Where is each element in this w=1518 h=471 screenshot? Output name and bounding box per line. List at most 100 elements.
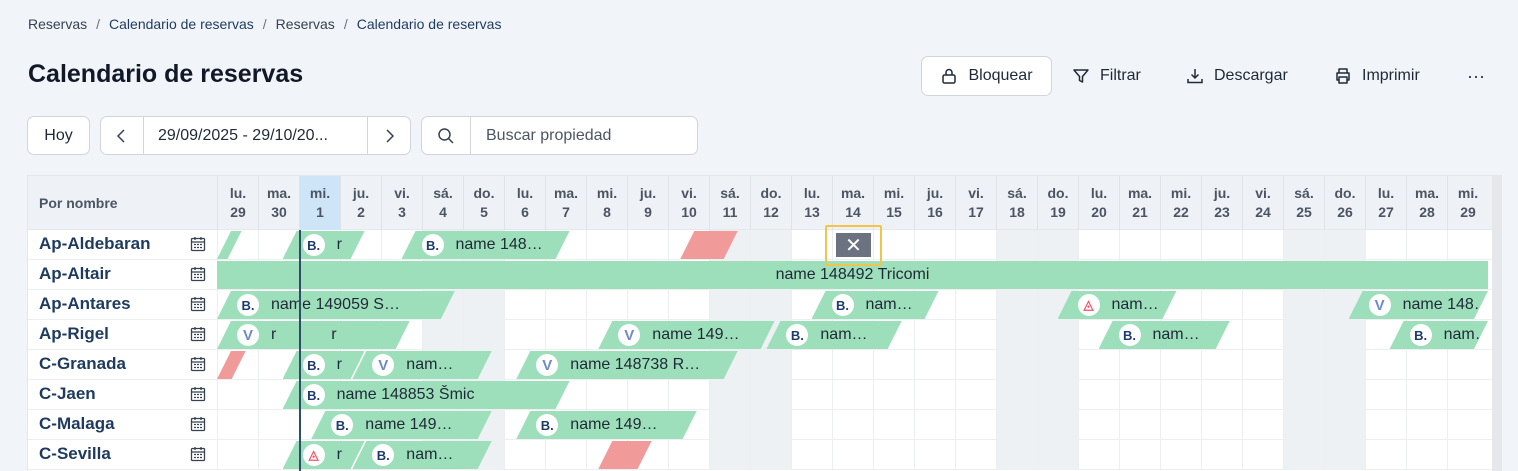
day-cell[interactable] bbox=[1365, 230, 1406, 260]
day-cell[interactable] bbox=[1242, 320, 1283, 350]
search-input[interactable] bbox=[471, 126, 671, 145]
day-cell[interactable] bbox=[1324, 350, 1365, 380]
day-cell[interactable] bbox=[504, 290, 545, 320]
calendar-icon[interactable] bbox=[190, 416, 206, 432]
day-cell[interactable] bbox=[1324, 230, 1365, 260]
day-cell[interactable] bbox=[1037, 350, 1078, 380]
breadcrumb-item[interactable]: Calendario de reservas bbox=[109, 16, 254, 32]
day-cell[interactable] bbox=[1119, 380, 1160, 410]
day-cell[interactable] bbox=[545, 440, 586, 470]
day-cell[interactable] bbox=[1242, 380, 1283, 410]
day-cell[interactable] bbox=[258, 440, 299, 470]
day-cell[interactable] bbox=[873, 410, 914, 440]
more-options-button[interactable]: ··· bbox=[1467, 65, 1485, 86]
day-cell[interactable] bbox=[1242, 290, 1283, 320]
day-cell[interactable] bbox=[1283, 380, 1324, 410]
calendar-icon[interactable] bbox=[190, 296, 206, 312]
day-cell[interactable] bbox=[463, 320, 504, 350]
day-cell[interactable] bbox=[955, 380, 996, 410]
day-cell[interactable] bbox=[217, 290, 258, 320]
day-cell[interactable] bbox=[955, 440, 996, 470]
day-cell[interactable] bbox=[504, 410, 545, 440]
day-cell[interactable] bbox=[1324, 410, 1365, 440]
day-cell[interactable] bbox=[504, 350, 545, 380]
day-cell[interactable] bbox=[955, 320, 996, 350]
day-cell[interactable] bbox=[791, 410, 832, 440]
day-cell[interactable] bbox=[914, 440, 955, 470]
day-cell[interactable] bbox=[1365, 320, 1406, 350]
day-cell[interactable] bbox=[1037, 230, 1078, 260]
property-name[interactable]: C-Sevilla bbox=[39, 444, 111, 463]
next-range-button[interactable] bbox=[368, 117, 410, 154]
day-cell[interactable] bbox=[1201, 380, 1242, 410]
day-cell[interactable] bbox=[914, 230, 955, 260]
day-cell[interactable] bbox=[1242, 410, 1283, 440]
day-cell[interactable] bbox=[627, 290, 668, 320]
day-cell[interactable] bbox=[217, 320, 258, 350]
day-cell[interactable] bbox=[873, 230, 914, 260]
imprimir-button[interactable]: Imprimir bbox=[1334, 56, 1420, 96]
descargar-button[interactable]: Descargar bbox=[1186, 56, 1288, 96]
day-cell[interactable] bbox=[627, 230, 668, 260]
bloquear-button[interactable]: Bloquear bbox=[921, 56, 1052, 96]
calendar-icon[interactable] bbox=[190, 356, 206, 372]
day-cell[interactable] bbox=[914, 350, 955, 380]
day-cell[interactable] bbox=[832, 440, 873, 470]
filtrar-button[interactable]: Filtrar bbox=[1072, 56, 1141, 96]
day-cell[interactable] bbox=[1283, 320, 1324, 350]
day-cell[interactable] bbox=[996, 320, 1037, 350]
day-cell[interactable] bbox=[258, 380, 299, 410]
reservation-bar[interactable]: B. name 148853 Šmic bbox=[283, 381, 570, 409]
day-cell[interactable] bbox=[914, 380, 955, 410]
day-cell[interactable] bbox=[586, 440, 627, 470]
day-cell[interactable] bbox=[1242, 440, 1283, 470]
day-cell[interactable] bbox=[750, 410, 791, 440]
day-cell[interactable] bbox=[1242, 350, 1283, 380]
reservation-bar[interactable]: B. nam… bbox=[812, 291, 939, 319]
property-name[interactable]: Ap-Antares bbox=[39, 294, 131, 313]
day-cell[interactable] bbox=[832, 350, 873, 380]
day-cell[interactable] bbox=[422, 320, 463, 350]
day-cell[interactable] bbox=[1283, 350, 1324, 380]
reservation-bar[interactable]: ◬ r bbox=[283, 441, 365, 469]
reservation-bar[interactable]: B. r bbox=[283, 351, 365, 379]
day-cell[interactable] bbox=[1119, 440, 1160, 470]
reservation-bar[interactable]: ◬ nam… bbox=[1058, 291, 1177, 319]
reservation-bar[interactable]: B. r bbox=[283, 231, 365, 259]
reservation-bar[interactable]: B. name 149059 S… bbox=[217, 291, 455, 319]
day-cell[interactable] bbox=[1160, 440, 1201, 470]
reservation-bar[interactable]: B. nam… bbox=[352, 441, 491, 469]
day-cell[interactable] bbox=[217, 350, 258, 380]
day-cell[interactable] bbox=[1119, 410, 1160, 440]
day-cell[interactable] bbox=[217, 440, 258, 470]
day-cell[interactable] bbox=[1201, 290, 1242, 320]
day-cell[interactable] bbox=[873, 440, 914, 470]
breadcrumb-item[interactable]: Reservas bbox=[28, 16, 88, 32]
day-cell[interactable] bbox=[1037, 410, 1078, 440]
day-cell[interactable] bbox=[258, 350, 299, 380]
day-cell[interactable] bbox=[1283, 290, 1324, 320]
reservation-bar[interactable]: B. nam… bbox=[1390, 321, 1488, 349]
day-cell[interactable] bbox=[1160, 350, 1201, 380]
day-cell[interactable] bbox=[1283, 410, 1324, 440]
breadcrumb-item[interactable]: Reservas bbox=[275, 16, 335, 32]
reservation-bar[interactable]: B. name 148… bbox=[402, 231, 570, 259]
day-cell[interactable] bbox=[791, 230, 832, 260]
day-cell[interactable] bbox=[1365, 350, 1406, 380]
day-cell[interactable] bbox=[996, 410, 1037, 440]
reservation-bar[interactable]: B. name 149… bbox=[516, 411, 696, 439]
date-range-text[interactable]: 29/09/2025 - 29/10/20... bbox=[143, 117, 368, 154]
day-cell[interactable] bbox=[873, 380, 914, 410]
day-cell[interactable] bbox=[1365, 380, 1406, 410]
day-cell[interactable] bbox=[258, 230, 299, 260]
day-cell[interactable] bbox=[996, 440, 1037, 470]
day-cell[interactable] bbox=[1406, 440, 1447, 470]
day-cell[interactable] bbox=[791, 290, 832, 320]
day-cell[interactable] bbox=[832, 230, 873, 260]
day-cell[interactable] bbox=[1365, 440, 1406, 470]
day-cell[interactable] bbox=[1406, 380, 1447, 410]
day-cell[interactable] bbox=[955, 350, 996, 380]
